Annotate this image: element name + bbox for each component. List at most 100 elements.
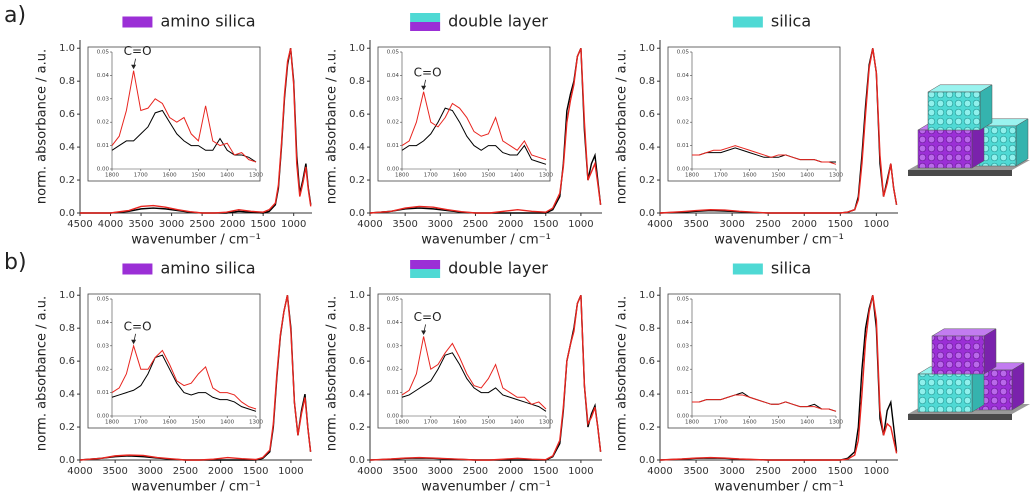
inset-frame	[377, 293, 551, 429]
spectrum-line	[79, 295, 312, 461]
x-tick-label: 3500	[392, 466, 417, 477]
inset-y-tick-label: 0.02	[97, 367, 109, 373]
inset-x-tick-label: 1500	[771, 173, 785, 179]
y-tick-label: 0.2	[639, 422, 655, 433]
x-tick-label: 2500	[463, 219, 488, 230]
inset-spectrum-line	[401, 336, 547, 410]
inset-x-tick-label: 1300	[249, 173, 263, 179]
inset-x-tick-label: 1400	[220, 420, 234, 426]
inset-x-tick-label: 1600	[743, 420, 757, 426]
x-tick-label: 2000	[498, 466, 523, 477]
inset-frame	[87, 46, 261, 182]
inset-spectrum-line	[401, 107, 547, 165]
x-tick-label: 2000	[208, 466, 233, 477]
inset-y-tick-label: 0.01	[677, 390, 689, 396]
inset-x-tick-label: 1800	[105, 173, 119, 179]
x-tick-label: 3500	[128, 219, 153, 230]
y-tick-label: 0.6	[639, 109, 655, 120]
x-tick-label: 1500	[243, 466, 268, 477]
inset-y-tick-label: 0.00	[387, 167, 400, 173]
y-tick-label: 0.4	[349, 142, 365, 153]
legend-swatch	[122, 16, 153, 28]
inset-x-tick-label: 1800	[395, 173, 409, 179]
x-axis-label: wavenumber / cm⁻¹	[131, 233, 261, 248]
legend-title: double layer	[448, 259, 548, 278]
x-tick-label: 1500	[250, 219, 275, 230]
x-tick-label: 3000	[138, 466, 163, 477]
x-axis-label: wavenumber / cm⁻¹	[131, 480, 261, 495]
legend-swatch	[410, 260, 441, 269]
x-tick-label: 3000	[719, 466, 744, 477]
inset-y-tick-label: 0.03	[387, 343, 400, 349]
inset-x-tick-label: 1500	[481, 173, 495, 179]
x-tick-label: 3000	[159, 219, 184, 230]
x-tick-label: 2000	[792, 466, 817, 477]
inset-x-tick-label: 1300	[539, 173, 553, 179]
inset-spectrum-line	[692, 394, 837, 412]
spectrum-line	[369, 47, 602, 214]
inset-y-tick-label: 0.04	[677, 320, 690, 326]
inset-y-tick-label: 0.01	[97, 390, 109, 396]
x-tick-label: 4000	[647, 466, 672, 477]
inset-spectrum-line	[401, 91, 547, 161]
x-tick-label: 2500	[189, 219, 214, 230]
inset-y-tick-label: 0.03	[387, 96, 400, 102]
inset-spectrum-line	[401, 352, 547, 412]
spectrum-line	[659, 295, 898, 461]
inset-y-tick-label: 0.00	[97, 167, 110, 173]
annotation: C=O	[124, 319, 152, 333]
legend-title: amino silica	[160, 259, 255, 278]
inset-x-tick-label: 1700	[714, 420, 728, 426]
y-axis-label: norm. absorbance / a.u.	[325, 296, 340, 451]
block-side	[979, 84, 993, 131]
spectrum-line	[80, 48, 312, 214]
y-tick-label: 0.0	[639, 208, 655, 219]
y-tick-label: 0.6	[59, 109, 75, 120]
x-tick-label: 3000	[428, 466, 453, 477]
x-tick-label: 1000	[281, 219, 306, 230]
x-tick-label: 4000	[98, 219, 123, 230]
y-axis-label: norm. absorbance / a.u.	[325, 49, 340, 204]
inset-y-tick-label: 0.00	[97, 414, 110, 420]
inset-y-tick-label: 0.02	[677, 120, 689, 126]
x-tick-label: 1500	[533, 219, 558, 230]
inset-spectrum-line	[692, 145, 837, 165]
spectrum-line	[659, 48, 898, 214]
x-tick-label: 1000	[864, 219, 889, 230]
x-tick-label: 1000	[278, 466, 303, 477]
inset-x-tick-label: 1600	[743, 173, 757, 179]
y-tick-label: 0.8	[349, 323, 365, 334]
x-tick-label: 2000	[792, 219, 817, 230]
legend-title: amino silica	[160, 12, 255, 31]
x-tick-label: 1500	[533, 466, 558, 477]
inset-y-tick-label: 0.01	[97, 143, 109, 149]
inset-frame	[667, 46, 841, 182]
legend-title: double layer	[448, 12, 548, 31]
inset-y-tick-label: 0.05	[387, 297, 400, 303]
y-tick-label: 0.4	[639, 389, 655, 400]
y-tick-label: 0.0	[349, 455, 365, 466]
block-side	[983, 328, 997, 375]
y-axis-label: norm. absorbance / a.u.	[35, 49, 50, 204]
x-tick-label: 3500	[392, 219, 417, 230]
y-tick-label: 0.0	[639, 455, 655, 466]
y-tick-label: 0.6	[59, 356, 75, 367]
y-tick-label: 0.4	[59, 142, 75, 153]
y-tick-label: 0.8	[59, 76, 75, 87]
inset-x-tick-label: 1400	[220, 173, 234, 179]
x-tick-label: 3500	[683, 219, 708, 230]
annotation: C=O	[414, 310, 442, 324]
inset-y-tick-label: 0.02	[387, 367, 399, 373]
y-tick-label: 0.4	[639, 142, 655, 153]
x-tick-label: 1000	[568, 219, 593, 230]
inset-y-tick-label: 0.05	[387, 50, 400, 56]
y-tick-label: 0.0	[349, 208, 365, 219]
inset-x-tick-label: 1600	[453, 173, 467, 179]
inset-spectrum-line	[111, 354, 257, 412]
x-tick-label: 1000	[568, 466, 593, 477]
inset-x-tick-label: 1700	[134, 420, 148, 426]
y-tick-label: 0.2	[59, 175, 75, 186]
inset-y-tick-label: 0.04	[387, 73, 400, 79]
inset-spectrum-line	[111, 343, 257, 410]
